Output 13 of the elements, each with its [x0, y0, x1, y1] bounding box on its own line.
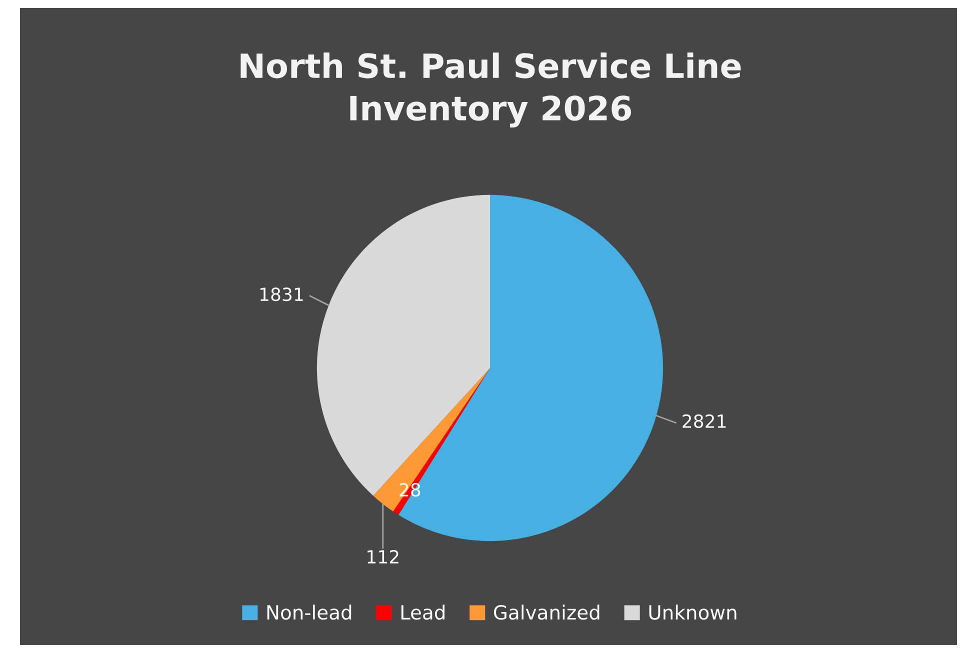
legend-label: Galvanized — [494, 604, 600, 620]
pie-slice — [373, 368, 490, 512]
data-label: 28 — [400, 482, 420, 497]
pie-slice — [398, 194, 664, 542]
data-label: 112 — [368, 550, 398, 564]
legend-label: Unknown — [649, 604, 736, 620]
data-label: 2821 — [682, 414, 726, 428]
data-label: 1831 — [260, 288, 303, 302]
legend-label: Lead — [401, 604, 444, 620]
pie-slice — [316, 194, 490, 496]
legend-label: Non-lead — [267, 604, 352, 620]
chart-title: North St. Paul Service Line Inventory 2026 — [240, 52, 741, 128]
pie-slice — [393, 368, 490, 515]
